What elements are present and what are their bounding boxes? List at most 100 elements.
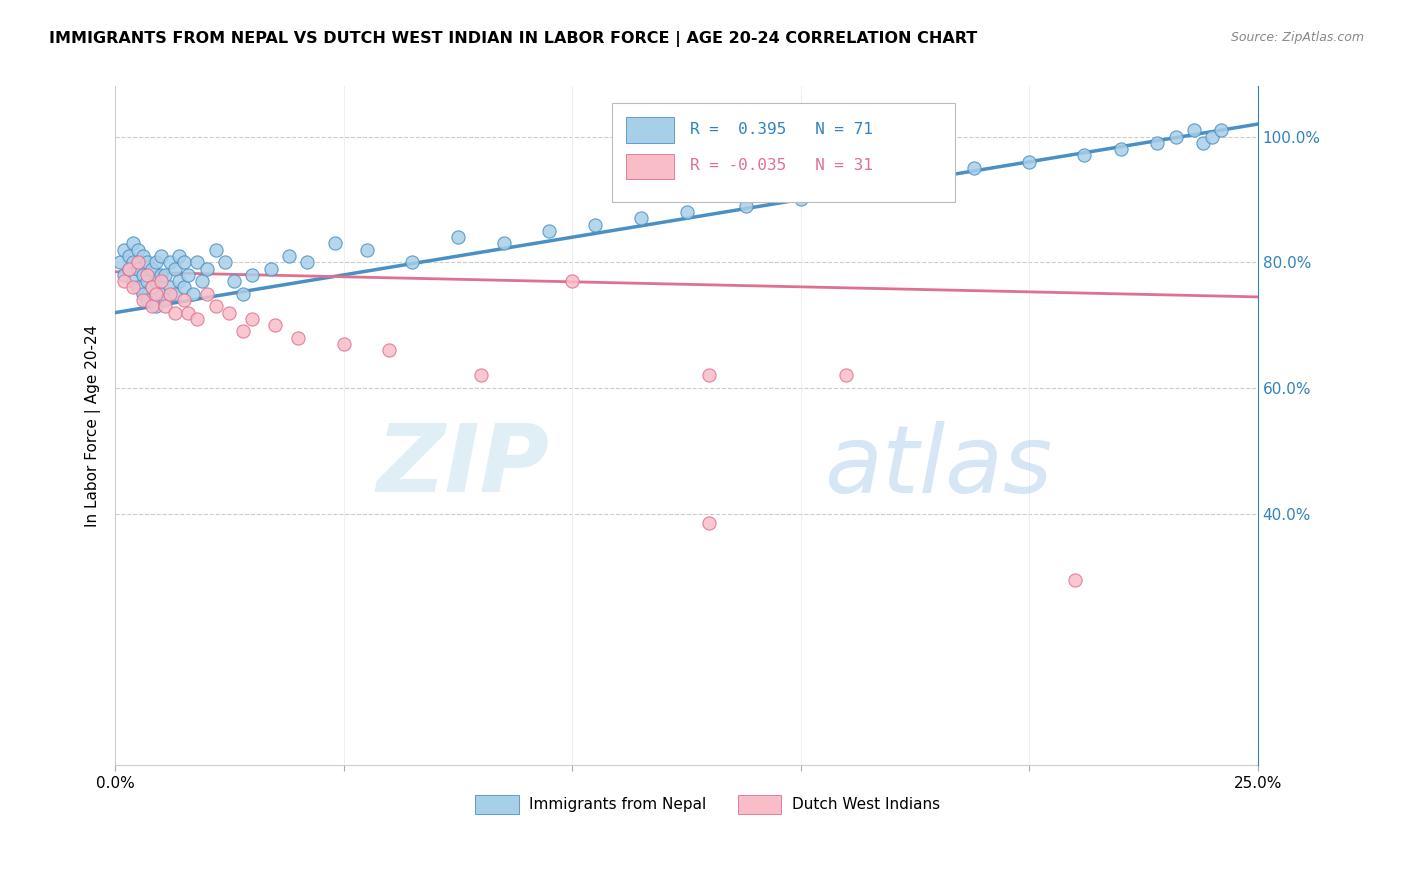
Y-axis label: In Labor Force | Age 20-24: In Labor Force | Age 20-24 (86, 325, 101, 527)
Point (240, 268, 263, 282)
Point (149, 249, 172, 263)
Point (218, 305, 240, 319)
Point (159, 280, 181, 294)
Point (1211, 123, 1233, 137)
Point (149, 286, 172, 301)
Point (141, 280, 163, 294)
Point (963, 161, 986, 175)
Text: Source: ZipAtlas.com: Source: ZipAtlas.com (1230, 31, 1364, 45)
Point (323, 236, 346, 251)
Point (112, 243, 135, 257)
Point (155, 293, 177, 307)
Point (131, 293, 153, 307)
Point (264, 318, 287, 333)
Point (470, 368, 492, 383)
Point (735, 199, 758, 213)
Point (699, 516, 721, 530)
Point (1018, 154, 1040, 169)
Point (136, 274, 159, 288)
Point (163, 261, 186, 276)
Point (447, 230, 470, 244)
Point (155, 268, 177, 282)
Point (492, 236, 515, 251)
Point (145, 299, 167, 313)
Point (1192, 136, 1215, 150)
Point (699, 368, 721, 383)
Point (127, 280, 149, 294)
Point (1201, 129, 1223, 144)
Point (204, 299, 226, 313)
Point (790, 193, 813, 207)
Point (295, 255, 318, 269)
Point (177, 268, 200, 282)
Point (141, 299, 163, 313)
Point (277, 249, 299, 263)
FancyBboxPatch shape (626, 117, 673, 143)
Point (149, 274, 172, 288)
Point (378, 343, 401, 358)
Point (222, 274, 245, 288)
Point (1073, 148, 1095, 162)
Point (195, 286, 218, 301)
Point (232, 325, 254, 339)
Point (145, 286, 167, 301)
Point (131, 268, 153, 282)
Point (561, 274, 583, 288)
Point (136, 255, 159, 269)
Point (214, 255, 236, 269)
Point (173, 293, 195, 307)
Point (835, 368, 858, 383)
Point (141, 261, 163, 276)
Point (127, 255, 149, 269)
Point (195, 261, 218, 276)
Point (131, 286, 153, 301)
Point (149, 268, 172, 282)
Point (177, 305, 200, 319)
Point (145, 274, 167, 288)
Point (145, 255, 167, 269)
Point (122, 274, 145, 288)
Point (186, 255, 208, 269)
Point (108, 255, 131, 269)
Text: IMMIGRANTS FROM NEPAL VS DUTCH WEST INDIAN IN LABOR FORCE | AGE 20-24 CORRELATIO: IMMIGRANTS FROM NEPAL VS DUTCH WEST INDI… (49, 31, 977, 47)
FancyBboxPatch shape (612, 103, 955, 202)
Point (122, 280, 145, 294)
Point (131, 249, 153, 263)
Point (118, 249, 141, 263)
Point (240, 312, 263, 326)
Point (159, 255, 181, 269)
Point (845, 180, 868, 194)
Point (159, 286, 181, 301)
Point (167, 249, 190, 263)
FancyBboxPatch shape (475, 795, 519, 814)
Point (401, 255, 423, 269)
Point (583, 218, 606, 232)
Point (904, 174, 927, 188)
Point (173, 255, 195, 269)
Point (163, 305, 186, 319)
Point (191, 274, 214, 288)
Point (181, 286, 204, 301)
Point (173, 280, 195, 294)
Point (122, 236, 145, 251)
Point (287, 331, 309, 345)
Point (232, 286, 254, 301)
Text: Immigrants from Nepal: Immigrants from Nepal (529, 797, 706, 812)
Point (167, 274, 190, 288)
Text: R = -0.035   N = 31: R = -0.035 N = 31 (690, 158, 873, 173)
Text: R =  0.395   N = 71: R = 0.395 N = 71 (690, 121, 873, 136)
Point (136, 268, 159, 282)
Point (1109, 142, 1132, 156)
Point (630, 211, 652, 226)
Text: Dutch West Indians: Dutch West Indians (792, 797, 939, 812)
Text: atlas: atlas (824, 421, 1052, 512)
Point (204, 243, 226, 257)
Point (127, 261, 149, 276)
Point (112, 268, 135, 282)
Point (141, 280, 163, 294)
Point (127, 243, 149, 257)
Point (163, 286, 186, 301)
Point (118, 261, 141, 276)
Point (675, 205, 697, 219)
Point (356, 243, 378, 257)
